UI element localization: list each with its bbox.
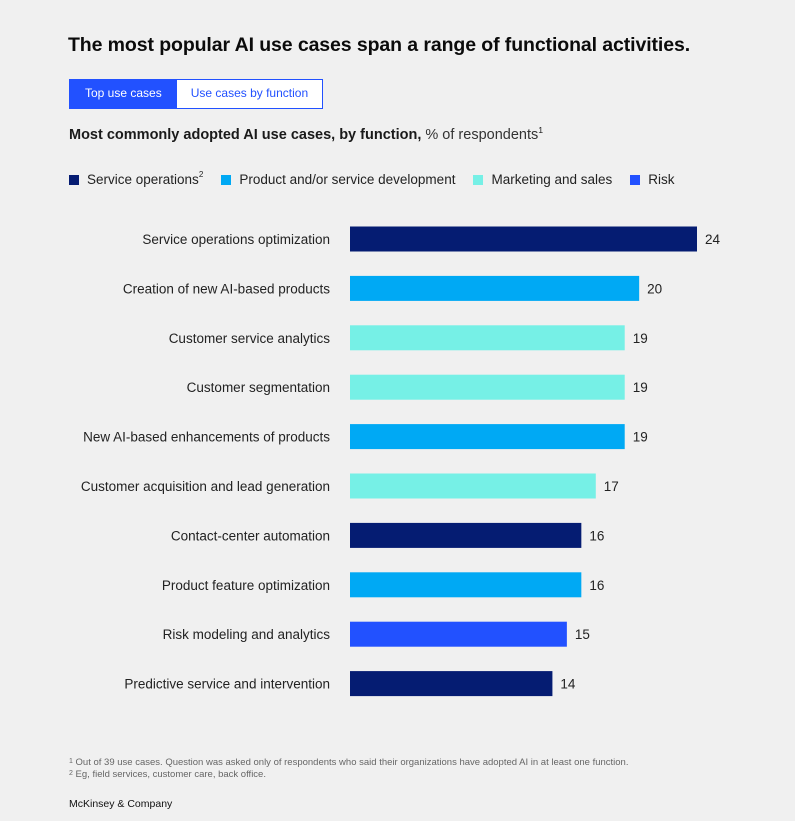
- category-label: Service operations optimization: [142, 232, 330, 247]
- legend-swatch-marketing-sales: [473, 174, 484, 185]
- category-label: Risk modeling and analytics: [163, 627, 331, 642]
- legend-swatch-service-operations: [69, 174, 79, 185]
- category-label: New AI-based enhancements of products: [83, 430, 330, 445]
- legend-label: Risk: [648, 172, 675, 187]
- subtitle-bold: Most commonly adopted AI use cases, by f…: [69, 127, 422, 143]
- bar: [350, 374, 625, 400]
- bar: [350, 424, 625, 450]
- bar: [350, 671, 553, 697]
- category-label: Customer acquisition and lead generation: [81, 479, 330, 494]
- bar-chart: Service operations optimization 24 Creatio…: [81, 226, 721, 697]
- value-label: 17: [604, 479, 619, 494]
- category-label: Creation of new AI-based products: [123, 281, 330, 296]
- page-title: The most popular AI use cases span a ran…: [68, 34, 691, 56]
- footnote-1: 1 Out of 39 use cases. Question was aske…: [69, 757, 629, 768]
- legend-item-product-development: Product and/or service development: [221, 172, 455, 187]
- bar: [350, 473, 596, 499]
- legend-swatch-product-development: [221, 174, 232, 185]
- value-label: 19: [633, 430, 648, 445]
- value-label: 19: [633, 331, 648, 346]
- value-label: 16: [589, 528, 604, 543]
- legend-item-marketing-sales: Marketing and sales: [473, 172, 612, 187]
- legend-item-risk: Risk: [630, 172, 675, 187]
- legend-label: Marketing and sales: [491, 172, 613, 187]
- view-tabs: Top use cases Use cases by function: [69, 79, 324, 109]
- bar: [350, 325, 625, 351]
- value-label: 16: [589, 578, 604, 593]
- value-label: 20: [647, 281, 662, 296]
- legend-label: Service operations2: [87, 170, 204, 187]
- value-label: 19: [633, 380, 648, 395]
- chart-legend: Service operations2 Product and/or servi…: [69, 170, 693, 187]
- bar: [350, 572, 582, 598]
- tab-top-use-cases[interactable]: Top use cases: [70, 80, 177, 108]
- bar: [350, 621, 567, 647]
- bar: [350, 522, 582, 548]
- footnotes: 1 Out of 39 use cases. Question was aske…: [69, 757, 628, 781]
- footnote-ref: 1: [538, 125, 544, 135]
- footnote-2: 2 Eg, field services, customer care, bac…: [69, 769, 266, 780]
- value-label: 14: [560, 677, 576, 692]
- category-label: Customer service analytics: [169, 331, 331, 346]
- category-label: Product feature optimization: [162, 578, 330, 593]
- bar: [350, 275, 640, 301]
- value-label: 15: [575, 627, 590, 642]
- legend-item-service-operations: Service operations2: [69, 170, 204, 187]
- brand-logo-text: McKinsey & Company: [69, 798, 173, 810]
- value-label: 24: [705, 232, 721, 247]
- chart-subtitle: Most commonly adopted AI use cases, by f…: [69, 125, 544, 143]
- legend-label: Product and/or service development: [239, 172, 456, 187]
- legend-swatch-risk: [630, 174, 641, 185]
- subtitle-unit: % of respondents: [421, 127, 539, 143]
- category-label: Contact-center automation: [171, 528, 330, 543]
- category-label: Predictive service and intervention: [124, 677, 330, 692]
- bar: [350, 226, 697, 252]
- category-label: Customer segmentation: [187, 380, 330, 395]
- tab-use-cases-by-function[interactable]: Use cases by function: [176, 80, 323, 108]
